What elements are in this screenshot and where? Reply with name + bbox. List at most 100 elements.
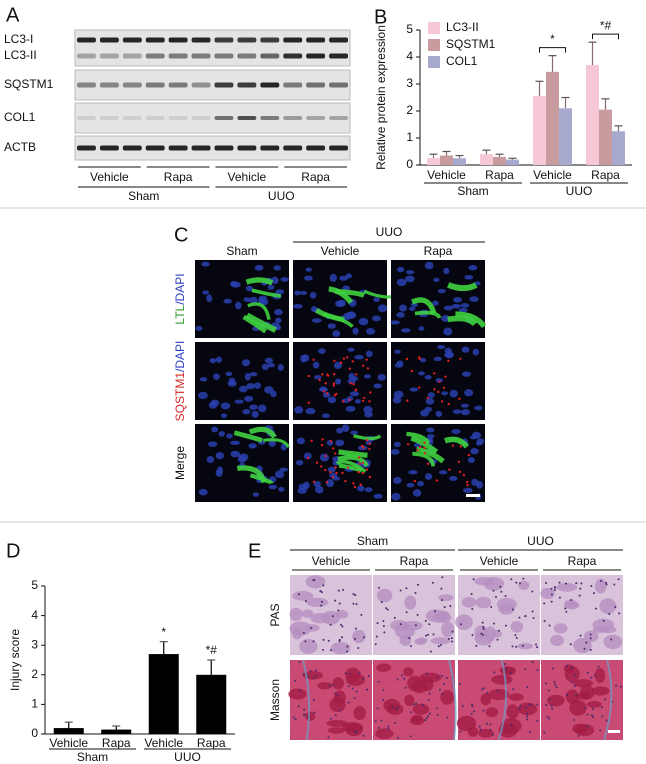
annotation: * (161, 625, 166, 639)
tubule-section (329, 697, 345, 712)
blot-band (146, 83, 165, 88)
micrograph (293, 424, 387, 502)
legend-label: COL1 (446, 54, 478, 68)
y-axis-label: Relative protein expression (374, 25, 388, 170)
cell-nucleus (536, 646, 538, 648)
cell-nucleus (446, 677, 448, 679)
nucleus (258, 296, 267, 301)
cell-nucleus (310, 670, 312, 672)
nucleus (366, 350, 373, 357)
sqstm1-dot (352, 482, 354, 484)
tubule-section (580, 685, 594, 699)
cell-nucleus (518, 617, 520, 619)
nucleus (269, 485, 277, 489)
histology-image (540, 575, 623, 655)
cell-nucleus (486, 723, 488, 725)
sqstm1-dot (423, 442, 425, 444)
cell-nucleus (322, 584, 324, 586)
tubule (448, 285, 476, 288)
cell-nucleus (312, 640, 314, 642)
tubule-section (375, 728, 393, 739)
cell-nucleus (565, 583, 567, 585)
cell-nucleus (352, 688, 354, 690)
cell-nucleus (583, 648, 585, 650)
blot-band (146, 38, 165, 43)
tubule-section (599, 598, 616, 614)
nucleus (328, 397, 337, 404)
sqstm1-dot (342, 400, 344, 402)
cell-nucleus (545, 682, 547, 684)
sqstm1-dot (341, 472, 343, 474)
sqstm1-dot (349, 368, 351, 370)
cell-nucleus (548, 718, 550, 720)
cell-nucleus (332, 684, 334, 686)
nucleus (332, 330, 340, 337)
row-label-part: SQSTM1 (173, 372, 187, 422)
sqstm1-dot (433, 388, 435, 390)
cell-nucleus (304, 640, 306, 642)
cell-nucleus (544, 620, 546, 622)
cell-nucleus (571, 682, 573, 684)
cell-nucleus (320, 605, 322, 607)
nucleus (436, 411, 443, 417)
group-label: Sham (457, 184, 488, 198)
nucleus (391, 493, 400, 500)
blot-band (77, 83, 96, 88)
nucleus (254, 382, 261, 389)
cell-nucleus (403, 678, 405, 680)
sqstm1-dot (362, 446, 364, 448)
cell-nucleus (400, 589, 402, 591)
nucleus (354, 355, 364, 360)
cell-nucleus (355, 628, 357, 630)
sqstm1-dot (357, 471, 359, 473)
cell-nucleus (531, 591, 533, 593)
cell-nucleus (579, 588, 581, 590)
sqstm1-dot (448, 469, 450, 471)
tubule-section (376, 663, 391, 671)
tubule-section (476, 597, 492, 608)
y-tick-label: 3 (406, 76, 413, 90)
nucleus (273, 265, 280, 270)
annotation: *# (600, 18, 612, 32)
cell-nucleus (608, 613, 610, 615)
blot-band (306, 54, 325, 59)
cell-nucleus (535, 643, 537, 645)
cell-nucleus (441, 675, 443, 677)
cell-nucleus (356, 690, 358, 692)
cell-nucleus (448, 638, 450, 640)
blot-band (215, 83, 234, 88)
cell-nucleus (490, 606, 492, 608)
nucleus (258, 404, 266, 412)
legend-swatch (428, 56, 440, 68)
annotation: *# (206, 643, 218, 657)
cell-nucleus (489, 729, 491, 731)
blot-band (169, 116, 188, 120)
cell-nucleus (348, 702, 350, 704)
sqstm1-dot (458, 398, 460, 400)
tubule-section (510, 621, 523, 633)
nucleus (208, 441, 217, 447)
sqstm1-dot (459, 445, 461, 447)
nucleus (413, 489, 421, 497)
nucleus (268, 285, 275, 290)
cell-nucleus (383, 625, 385, 627)
nucleus (399, 304, 407, 311)
group-label: UUO (566, 184, 593, 198)
nucleus (438, 289, 446, 293)
cell-nucleus (601, 715, 603, 717)
cell-nucleus (401, 674, 403, 676)
cell-nucleus (575, 582, 577, 584)
blot-band (283, 83, 302, 88)
sqstm1-dot (343, 357, 345, 359)
cell-nucleus (432, 633, 434, 635)
cell-nucleus (321, 591, 323, 593)
tubule (339, 452, 368, 455)
nucleus (278, 364, 284, 371)
row-label: COL1 (4, 110, 36, 124)
blot-band (283, 146, 302, 151)
y-tick-label: 2 (406, 103, 413, 117)
tubule-section (352, 630, 366, 643)
sqstm1-dot (344, 480, 346, 482)
cell-nucleus (376, 636, 378, 638)
nucleus (350, 391, 359, 396)
